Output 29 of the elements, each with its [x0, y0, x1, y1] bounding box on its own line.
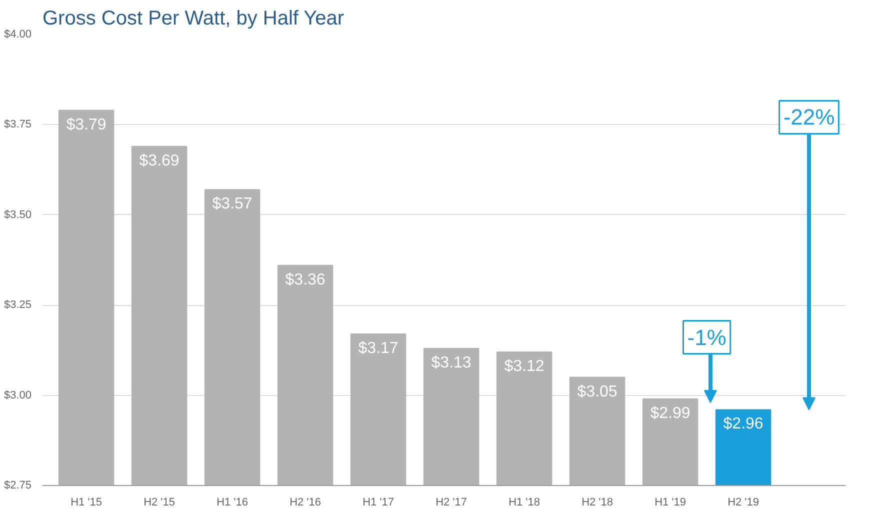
annotation: -1%: [687, 324, 726, 350]
x-tick-label: H2 '17: [436, 496, 468, 508]
y-tick-label: $3.00: [4, 389, 32, 402]
x-tick-label: H1 '16: [216, 496, 248, 508]
x-tick-label: H2 '16: [290, 496, 322, 508]
x-tick-label: H2 '15: [144, 496, 176, 508]
annotation: -22%: [783, 104, 835, 130]
data-label: $3.36: [285, 271, 326, 288]
data-label: $2.99: [650, 404, 690, 422]
chart-title: Gross Cost Per Watt, by Half Year: [42, 8, 344, 30]
data-label: $3.79: [66, 116, 106, 134]
x-tick-label: H2 '18: [582, 496, 614, 508]
data-label: $3.13: [431, 354, 472, 372]
data-label: $3.12: [504, 358, 544, 376]
data-label: $3.17: [358, 340, 398, 357]
y-tick-label: $3.25: [4, 299, 32, 312]
x-tick-label: H1 '18: [508, 496, 540, 508]
data-label: $3.57: [212, 196, 252, 213]
x-tick-label: H1 '19: [654, 496, 686, 508]
x-tick-label: H1 '15: [70, 496, 102, 508]
x-tick-label: H1 '17: [362, 496, 394, 508]
y-tick-label: $3.50: [4, 208, 32, 221]
y-tick-label: $2.75: [4, 480, 32, 492]
data-label: $3.05: [577, 383, 618, 400]
x-tick-label: H2 '19: [728, 496, 760, 508]
y-tick-label: $4.00: [4, 28, 32, 40]
y-tick-label: $3.75: [4, 118, 32, 131]
data-label: $3.69: [139, 152, 180, 170]
data-label: $2.96: [723, 416, 764, 433]
